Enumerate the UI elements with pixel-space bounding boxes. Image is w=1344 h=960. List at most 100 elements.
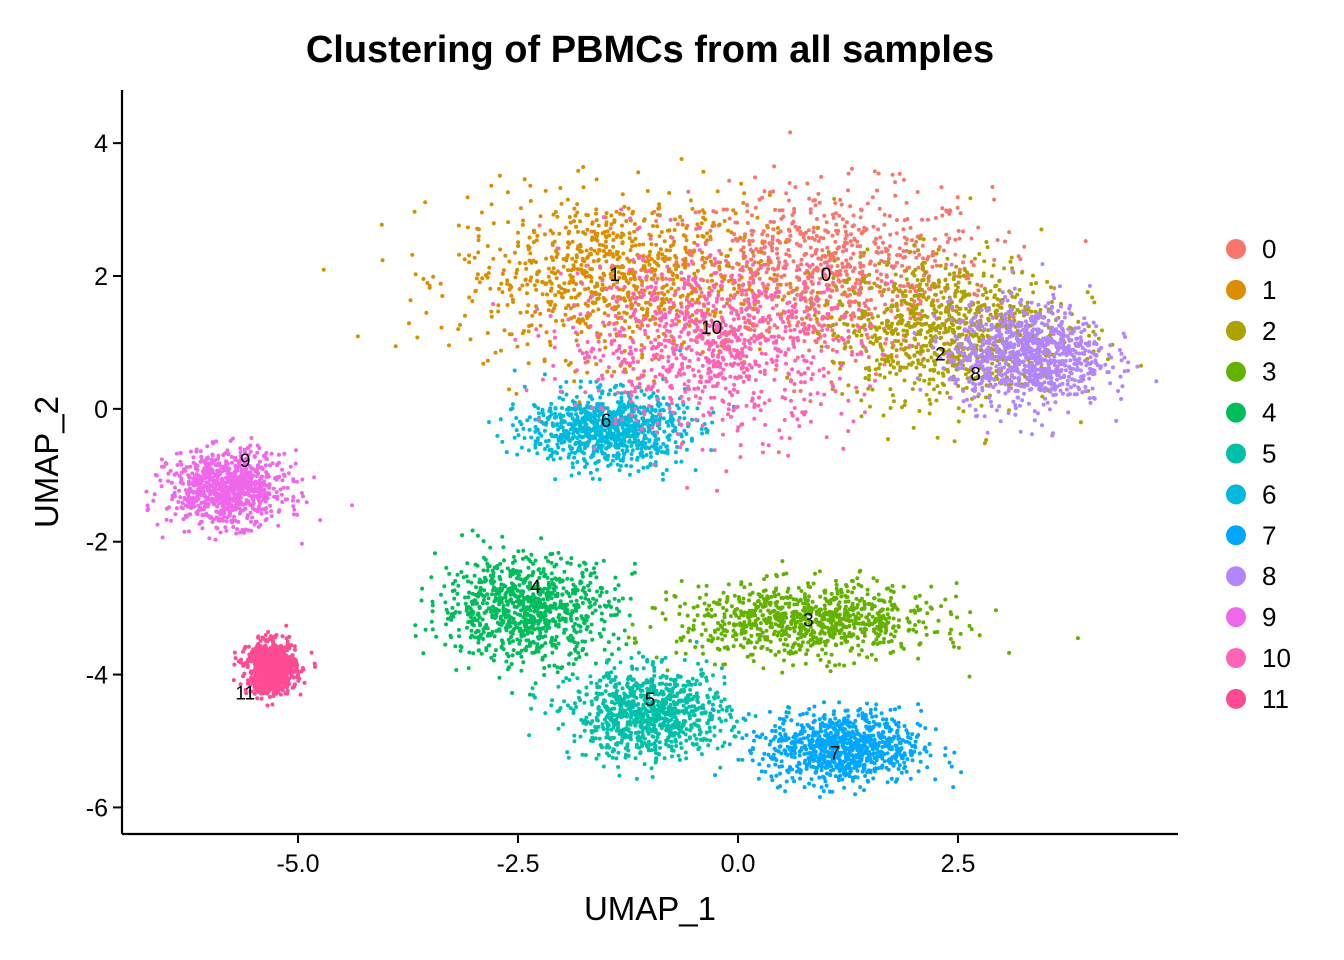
point: [822, 340, 827, 345]
point: [576, 229, 580, 234]
point: [748, 267, 753, 272]
point: [844, 272, 849, 277]
point: [953, 252, 958, 257]
point: [523, 261, 528, 266]
point: [632, 636, 637, 641]
point: [868, 404, 872, 409]
point: [497, 173, 502, 178]
point: [770, 234, 775, 239]
point: [975, 293, 979, 298]
point: [744, 264, 749, 268]
point: [902, 177, 906, 182]
point: [703, 628, 708, 632]
point: [355, 334, 360, 339]
point: [482, 588, 487, 593]
point: [931, 359, 936, 364]
point: [659, 659, 664, 664]
point: [852, 314, 857, 319]
point: [514, 569, 518, 574]
point: [754, 247, 759, 252]
point: [689, 291, 694, 296]
point: [465, 625, 469, 630]
point: [782, 294, 787, 299]
point: [911, 425, 916, 430]
point: [757, 637, 762, 642]
point: [476, 250, 481, 255]
point: [847, 631, 852, 635]
point: [663, 617, 668, 622]
point: [726, 582, 731, 587]
point: [604, 590, 609, 594]
point: [776, 611, 780, 616]
point: [967, 309, 972, 314]
point: [659, 230, 664, 235]
point: [654, 261, 659, 266]
point: [524, 626, 528, 631]
point: [486, 271, 491, 276]
point: [844, 583, 849, 587]
point: [842, 290, 847, 295]
point: [758, 627, 763, 632]
point: [600, 282, 605, 287]
point: [843, 345, 848, 350]
point: [954, 581, 959, 586]
point: [810, 599, 815, 604]
point: [933, 237, 937, 242]
point: [874, 657, 878, 662]
point: [733, 292, 738, 297]
point: [953, 294, 958, 299]
point: [788, 233, 793, 238]
point: [894, 372, 899, 376]
point: [770, 248, 775, 253]
point: [450, 605, 455, 610]
point: [602, 647, 607, 652]
point: [599, 590, 604, 595]
point: [747, 598, 751, 603]
point: [937, 304, 942, 309]
point: [470, 602, 475, 607]
point: [525, 282, 530, 287]
point: [828, 669, 833, 674]
point: [598, 593, 603, 598]
point: [490, 629, 495, 634]
point: [843, 269, 848, 274]
point: [497, 602, 502, 607]
point: [845, 595, 850, 600]
point: [499, 348, 503, 353]
point: [928, 333, 933, 338]
point: [576, 695, 581, 700]
point: [896, 360, 901, 365]
point: [753, 175, 758, 180]
point: [694, 640, 699, 644]
point: [761, 597, 766, 601]
point: [910, 387, 915, 392]
point: [836, 334, 840, 339]
point: [704, 592, 709, 597]
point: [616, 311, 621, 316]
point: [439, 592, 443, 597]
point: [455, 572, 460, 577]
point: [862, 633, 867, 638]
point: [555, 214, 560, 219]
point: [869, 312, 874, 317]
point: [686, 189, 691, 194]
point: [522, 329, 526, 333]
point: [558, 579, 563, 584]
point: [993, 293, 997, 298]
point: [845, 634, 850, 639]
point: [697, 745, 702, 750]
point: [956, 406, 961, 411]
point: [529, 260, 534, 265]
point: [511, 616, 516, 621]
point: [799, 262, 804, 267]
point: [548, 552, 553, 557]
point: [770, 237, 775, 242]
point: [668, 677, 673, 682]
point: [775, 256, 780, 261]
point: [886, 252, 891, 257]
point: [538, 323, 543, 328]
point: [479, 651, 484, 656]
point: [586, 303, 590, 308]
point: [726, 228, 731, 233]
point: [826, 370, 831, 375]
